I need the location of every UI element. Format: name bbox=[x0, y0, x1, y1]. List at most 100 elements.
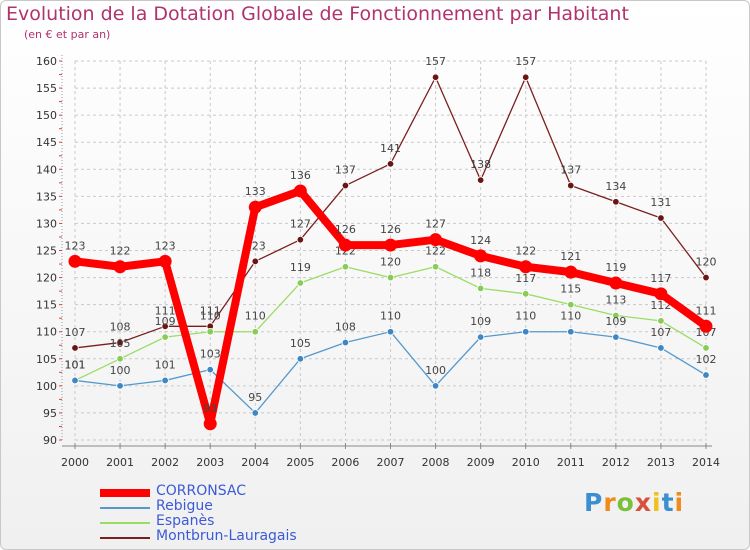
data-label: 118 bbox=[470, 266, 491, 279]
data-label: 123 bbox=[155, 239, 176, 252]
y-tick-label: 130 bbox=[36, 217, 57, 230]
proxiti-logo: Proxiti bbox=[584, 488, 684, 517]
data-point bbox=[612, 198, 620, 206]
data-point bbox=[702, 344, 710, 352]
data-point bbox=[158, 254, 172, 268]
legend-swatch-corronsac bbox=[100, 489, 150, 497]
data-label: 93 bbox=[203, 402, 217, 415]
data-label: 126 bbox=[335, 223, 356, 236]
x-tick-label: 2013 bbox=[647, 456, 675, 469]
data-label: 110 bbox=[515, 310, 536, 323]
data-point bbox=[609, 276, 623, 290]
data-label: 105 bbox=[110, 337, 131, 350]
data-point bbox=[116, 338, 124, 347]
data-label: 101 bbox=[65, 358, 86, 371]
data-label: 124 bbox=[470, 234, 491, 247]
data-label: 108 bbox=[335, 321, 356, 334]
data-label: 100 bbox=[110, 364, 131, 377]
logo-letter: t bbox=[661, 488, 675, 517]
data-point bbox=[296, 235, 305, 244]
data-label: 141 bbox=[380, 142, 401, 155]
series-montbrun-lauragais: 107 108 111 111 123 127 137 141 157 138 157 137 134 1… bbox=[65, 55, 717, 352]
data-label: 120 bbox=[696, 256, 717, 269]
data-label: 131 bbox=[650, 196, 671, 209]
data-point bbox=[476, 176, 485, 184]
data-point bbox=[71, 376, 79, 385]
data-point bbox=[338, 238, 352, 252]
data-label: 126 bbox=[380, 223, 401, 236]
data-label: 110 bbox=[560, 310, 581, 323]
data-point bbox=[296, 355, 305, 363]
data-label: 138 bbox=[470, 158, 491, 171]
data-label: 110 bbox=[200, 310, 221, 323]
data-point bbox=[71, 344, 79, 352]
legend-swatch-montbrun bbox=[100, 537, 150, 539]
data-label: 111 bbox=[200, 304, 221, 317]
data-point bbox=[657, 214, 665, 222]
data-label: 134 bbox=[605, 180, 626, 193]
data-point bbox=[161, 376, 169, 385]
data-label: 157 bbox=[425, 55, 446, 68]
data-point bbox=[386, 273, 395, 282]
data-point bbox=[248, 200, 262, 214]
x-tick-label: 2002 bbox=[151, 456, 179, 469]
data-point bbox=[522, 290, 530, 298]
logo-letter: o bbox=[616, 488, 635, 517]
data-point bbox=[612, 333, 620, 341]
legend-label-espanes: Espanès bbox=[156, 513, 215, 529]
legend-label-corronsac: CORRONSAC bbox=[156, 483, 246, 499]
data-point bbox=[522, 73, 530, 81]
legend-swatch-rebigue bbox=[100, 507, 150, 509]
data-label: 100 bbox=[425, 364, 446, 377]
series-espanes: 101 105 109 110 110 119 122 120 122 118 117 115 113 1… bbox=[65, 245, 717, 385]
data-label: 117 bbox=[650, 272, 671, 285]
data-point bbox=[431, 382, 440, 390]
data-point bbox=[431, 263, 440, 271]
data-label: 120 bbox=[380, 256, 401, 269]
data-label: 109 bbox=[155, 315, 176, 328]
y-tick-label: 150 bbox=[36, 109, 57, 122]
x-tick-label: 2005 bbox=[286, 456, 314, 469]
data-label: 111 bbox=[696, 304, 717, 317]
x-tick-label: 2007 bbox=[377, 456, 405, 469]
data-label: 119 bbox=[605, 261, 626, 274]
data-label: 122 bbox=[425, 245, 446, 258]
data-label: 121 bbox=[560, 250, 581, 263]
data-label: 111 bbox=[155, 304, 176, 317]
data-point bbox=[431, 73, 440, 81]
x-tick-label: 2010 bbox=[512, 456, 540, 469]
x-tick-label: 2003 bbox=[196, 456, 224, 469]
data-point bbox=[702, 371, 710, 379]
data-point bbox=[567, 181, 575, 190]
data-label: 107 bbox=[65, 326, 86, 339]
x-tick-label: 2011 bbox=[557, 456, 585, 469]
y-tick-label: 145 bbox=[36, 136, 57, 149]
data-label: 117 bbox=[515, 272, 536, 285]
data-point bbox=[341, 181, 350, 190]
data-point bbox=[384, 238, 397, 252]
data-point bbox=[113, 260, 127, 274]
data-label: 127 bbox=[290, 218, 311, 231]
data-label: 107 bbox=[650, 326, 671, 339]
x-tick-label: 2012 bbox=[602, 456, 630, 469]
data-label: 123 bbox=[65, 239, 86, 252]
data-label: 101 bbox=[65, 358, 86, 371]
y-tick-label: 160 bbox=[36, 55, 57, 68]
data-point bbox=[386, 160, 395, 168]
data-point bbox=[341, 338, 350, 347]
data-label: 133 bbox=[245, 185, 266, 198]
series-corronsac: 123 122 123 93 133 136 126 126 127 124 122 121 119 11… bbox=[65, 169, 717, 431]
data-point bbox=[519, 260, 533, 274]
legend-label-rebigue: Rebigue bbox=[156, 498, 213, 514]
x-tick-label: 2000 bbox=[61, 456, 89, 469]
data-point bbox=[657, 344, 665, 352]
logo-letter: P bbox=[584, 488, 604, 517]
data-label: 109 bbox=[470, 315, 491, 328]
data-point bbox=[206, 365, 214, 374]
data-point bbox=[474, 249, 488, 263]
data-point bbox=[699, 319, 713, 333]
data-point bbox=[206, 328, 214, 336]
data-label: 127 bbox=[425, 218, 446, 231]
data-point bbox=[116, 382, 124, 390]
